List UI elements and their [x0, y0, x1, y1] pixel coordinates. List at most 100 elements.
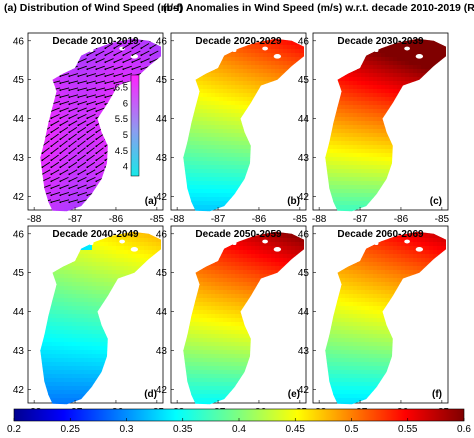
arrow-tail: [104, 89, 107, 92]
arrow-tail: [95, 89, 98, 92]
arrow-tail: [86, 131, 89, 134]
wind-arrow: [96, 140, 104, 147]
panels: 6.5 6 5.5 5 4.5 4 Decade 2010-2019 (a) 46 45 44 43 4…: [13, 32, 450, 418]
wind-arrow: [105, 80, 115, 84]
arrow-tail: [50, 194, 53, 197]
inset-colorbar-tick: 4: [123, 162, 128, 173]
wind-arrow: [87, 176, 96, 182]
wind-arrow: [78, 87, 88, 91]
wind-arrow: [51, 154, 59, 161]
wind-arrow: [87, 80, 97, 84]
wind-arrow: [78, 101, 88, 105]
wind-arrow: [51, 133, 59, 140]
y-tick-label: 46: [298, 229, 310, 240]
arrow-tail: [41, 152, 44, 155]
arrow-tail: [68, 82, 71, 85]
wind-arrow: [78, 140, 86, 147]
wind-arrow: [78, 120, 87, 126]
wind-arrow: [60, 120, 69, 126]
arrow-tail: [77, 159, 80, 162]
arrow-tail: [86, 187, 89, 190]
wind-arrow: [87, 126, 96, 133]
arrow-tail: [59, 187, 62, 190]
arrow-tail: [50, 145, 53, 148]
arrow-tail: [77, 145, 80, 148]
arrow-tail: [104, 54, 107, 57]
x-tick-label: -85: [435, 214, 450, 225]
arrow-tail: [104, 145, 107, 148]
inset-colorbar-tick: 5.5: [115, 114, 128, 125]
y-tick-label: 46: [13, 36, 25, 47]
wind-arrow: [96, 87, 106, 91]
wind-arrow: [87, 154, 95, 161]
arrow-tail: [68, 117, 71, 120]
arrow-tail: [68, 201, 71, 204]
wind-arrow: [60, 161, 69, 168]
arrow-tail: [59, 89, 62, 92]
y-tick-label: 45: [13, 268, 25, 279]
title-left: (a) Distribution of Wind Speed (m/s): [4, 2, 182, 14]
arrow-tail: [77, 201, 80, 204]
arrow-tail: [68, 131, 71, 134]
wind-arrow: [114, 50, 123, 56]
wind-arrow: [87, 113, 96, 119]
arrow-tail: [59, 96, 62, 99]
colorbar-tick-label: 0.5: [345, 424, 359, 435]
y-tick-label: 42: [156, 192, 168, 203]
y-tick-label: 42: [13, 385, 25, 396]
wind-arrow: [96, 154, 104, 161]
arrow-tail: [50, 131, 53, 134]
island: [262, 46, 268, 51]
arrow-tail: [50, 117, 53, 120]
wind-arrow: [51, 126, 60, 133]
arrow-tail: [77, 89, 80, 92]
colorbar-tick-label: 0.35: [173, 424, 193, 435]
wind-arrow: [60, 176, 69, 182]
arrow-tail: [95, 117, 98, 120]
arrow-tail: [77, 68, 80, 71]
wind-arrow: [78, 65, 87, 70]
wind-arrow: [78, 73, 88, 77]
wind-arrow: [51, 113, 60, 119]
island: [374, 241, 379, 246]
arrow-tail: [59, 110, 62, 113]
arrow-tail: [86, 145, 89, 148]
arrow-tail: [77, 152, 80, 155]
wind-arrow: [87, 169, 96, 175]
wind-arrow: [87, 107, 96, 112]
wind-arrow: [78, 113, 87, 119]
arrow-tail: [86, 124, 89, 127]
y-tick-label: 42: [13, 192, 25, 203]
wind-arrow: [87, 94, 97, 98]
colorbar-tick-label: 0.25: [61, 424, 81, 435]
wind-arrow: [60, 87, 70, 91]
wind-arrow: [78, 192, 88, 196]
wind-arrow: [60, 184, 69, 189]
y-tick-label: 45: [156, 75, 168, 86]
wind-arrow: [69, 120, 78, 126]
arrow-tail: [77, 173, 80, 176]
panel-title: Decade 2020-2029: [195, 36, 282, 47]
arrow-tail: [104, 82, 107, 85]
wind-arrow: [78, 147, 86, 154]
wind-arrow: [60, 154, 68, 161]
arrow-tail: [68, 110, 71, 113]
arrow-tail: [68, 187, 71, 190]
arrow-tail: [104, 75, 107, 78]
arrow-tail: [113, 82, 116, 85]
wind-arrow: [69, 154, 77, 161]
wind-arrow: [60, 126, 69, 133]
wind-arrow: [78, 126, 87, 133]
panel-tag: (c): [430, 196, 442, 207]
wind-arrow: [87, 140, 95, 147]
arrow-tail: [77, 82, 80, 85]
island: [404, 239, 410, 244]
wind-arrow: [141, 38, 149, 42]
colorbar-tick-label: 0.6: [457, 424, 471, 435]
arrow-tail: [59, 75, 62, 78]
wind-arrow: [132, 43, 141, 49]
wind-arrow: [69, 133, 77, 140]
wind-arrow: [42, 154, 50, 161]
wind-arrow: [42, 169, 51, 175]
arrow-tail: [149, 54, 152, 57]
